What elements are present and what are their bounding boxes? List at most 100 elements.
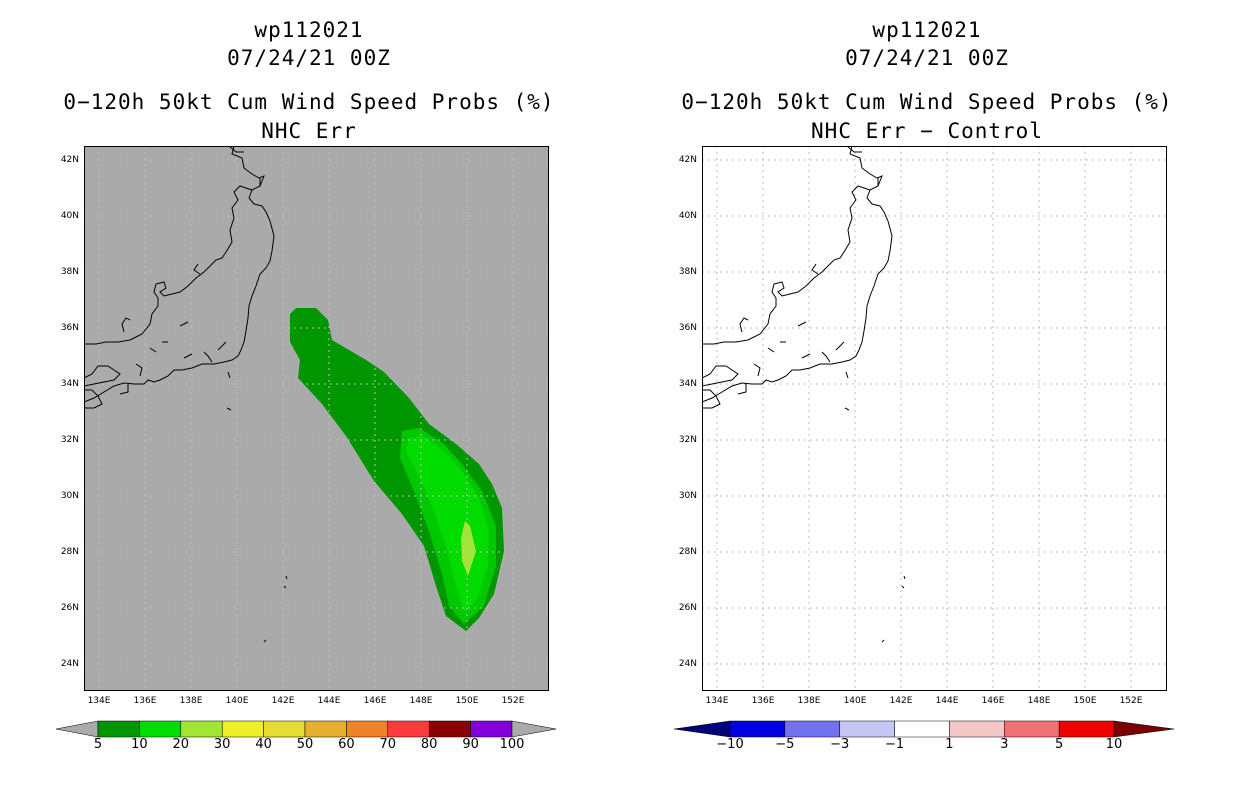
product-title: 0−120h 50kt Cum Wind Speed Probs (%) <box>63 90 555 114</box>
subtitle: NHC Err <box>261 119 357 143</box>
colorbar-segment <box>784 720 840 738</box>
lat-label: 42N <box>60 155 79 165</box>
lat-label: 36N <box>678 323 697 333</box>
colorbar-label: 5 <box>93 737 103 752</box>
lat-label: 24N <box>678 659 697 669</box>
lat-label: 32N <box>678 435 697 445</box>
lon-label: 136E <box>133 696 157 706</box>
colorbar-label: 30 <box>213 737 231 752</box>
lat-label: 36N <box>60 323 79 333</box>
lat-label: 42N <box>678 155 697 165</box>
lon-label: 144E <box>317 696 341 706</box>
colorbar-end-low <box>56 720 99 738</box>
lon-label: 146E <box>363 696 387 706</box>
grid-lines <box>84 146 549 691</box>
lat-label: 34N <box>60 379 79 389</box>
colorbar-segment <box>346 720 389 738</box>
lat-label: 30N <box>60 491 79 501</box>
japan-coastline <box>702 146 906 643</box>
lon-label: 138E <box>179 696 203 706</box>
left-panel: wp112021 07/24/21 00Z 0−120h 50kt Cum Wi… <box>56 18 556 752</box>
lat-label: 28N <box>678 547 697 557</box>
colorbar-segment <box>949 720 1005 738</box>
colorbar-segment <box>387 720 430 738</box>
colorbar-segment <box>428 720 471 738</box>
lat-label: 40N <box>678 211 697 221</box>
map-frame <box>84 146 549 691</box>
lon-label: 140E <box>843 696 867 706</box>
colorbar-segment <box>839 720 895 738</box>
map-frame <box>702 146 1167 691</box>
lon-label: 136E <box>751 696 775 706</box>
colorbar-label: 10 <box>131 737 148 752</box>
lat-label: 32N <box>60 435 79 445</box>
lat-label: 26N <box>60 603 79 613</box>
colorbar-label: −1 <box>884 737 905 752</box>
lon-label: 134E <box>705 696 729 706</box>
lat-label: 38N <box>60 267 79 277</box>
lon-label: 146E <box>981 696 1005 706</box>
storm-id-title: wp112021 <box>872 18 982 42</box>
japan-coastline <box>84 146 288 643</box>
lon-label: 140E <box>225 696 249 706</box>
colorbar-label: 60 <box>338 737 355 752</box>
lon-label: 152E <box>501 696 525 706</box>
colorbar-label: 20 <box>172 737 190 752</box>
colorbar-end-high <box>511 720 556 738</box>
colorbar-segment <box>304 720 347 738</box>
colorbar-segment <box>1058 720 1115 738</box>
lat-label: 38N <box>678 267 697 277</box>
lon-label: 138E <box>797 696 821 706</box>
lon-label: 150E <box>455 696 479 706</box>
subtitle: NHC Err − Control <box>811 119 1043 143</box>
colorbar-segment <box>263 720 306 738</box>
datetime-title: 07/24/21 00Z <box>227 46 391 70</box>
storm-id-title: wp112021 <box>254 18 364 42</box>
colorbar-label: 90 <box>462 737 479 752</box>
product-title: 0−120h 50kt Cum Wind Speed Probs (%) <box>681 90 1173 114</box>
lat-label: 40N <box>60 211 79 221</box>
lon-label: 134E <box>87 696 111 706</box>
colorbar-segment <box>97 720 140 738</box>
datetime-title: 07/24/21 00Z <box>845 46 1009 70</box>
lon-label: 142E <box>889 696 913 706</box>
colorbar <box>674 720 1174 738</box>
map-background <box>702 146 1167 691</box>
colorbar-segment <box>729 720 786 738</box>
grid-lines <box>702 146 1167 691</box>
colorbar-segment <box>139 720 182 738</box>
colorbar-end-low <box>674 720 731 738</box>
colorbar-segment <box>470 720 513 738</box>
colorbar-segment <box>180 720 223 738</box>
lon-label: 148E <box>1027 696 1051 706</box>
lat-label: 28N <box>60 547 79 557</box>
colorbar-label: 80 <box>420 737 438 752</box>
colorbar-label: −10 <box>716 737 744 752</box>
lat-label: 34N <box>678 379 697 389</box>
colorbar-label: −5 <box>775 737 795 752</box>
colorbar-label: 3 <box>1000 737 1009 752</box>
colorbar-label: 1 <box>945 737 954 752</box>
colorbar-label: 40 <box>255 737 272 752</box>
colorbar-segment <box>894 720 950 738</box>
colorbar-label: −3 <box>830 737 850 752</box>
lon-label: 148E <box>409 696 433 706</box>
lon-label: 152E <box>1119 696 1143 706</box>
colorbar-segment <box>1004 720 1060 738</box>
lon-label: 150E <box>1073 696 1097 706</box>
right-panel: wp112021 07/24/21 00Z 0−120h 50kt Cum Wi… <box>618 0 1236 800</box>
colorbar <box>56 720 556 738</box>
lat-label: 26N <box>678 603 697 613</box>
colorbar-label: 100 <box>499 737 525 752</box>
colorbar-label: 70 <box>379 737 397 752</box>
colorbar-label: 5 <box>1055 737 1064 752</box>
lat-label: 30N <box>678 491 697 501</box>
colorbar-segment <box>221 720 264 738</box>
prob-contour-30 <box>461 521 476 576</box>
lat-label: 24N <box>60 659 79 669</box>
colorbar-label: 50 <box>296 737 314 752</box>
lon-label: 144E <box>935 696 959 706</box>
colorbar-end-high <box>1113 720 1174 738</box>
colorbar-label: 10 <box>1105 737 1123 752</box>
lon-label: 142E <box>271 696 295 706</box>
